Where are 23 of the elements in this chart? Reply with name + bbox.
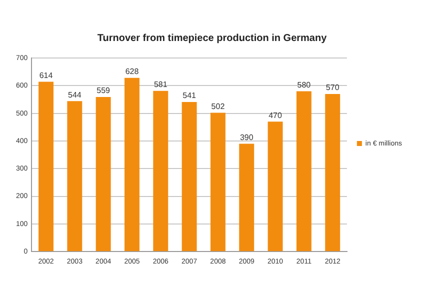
data-label: 580: [297, 80, 312, 90]
data-label: 541: [182, 91, 197, 100]
bar: [296, 91, 312, 252]
data-label: 559: [96, 86, 111, 96]
data-label: 544: [68, 90, 82, 100]
data-label: 470: [268, 110, 282, 120]
data-label: 581: [154, 80, 168, 90]
bar: [67, 101, 82, 252]
bar: [38, 82, 54, 252]
bar: [210, 112, 226, 252]
bar: [96, 96, 111, 252]
data-label: 390: [240, 132, 254, 142]
chart-title: Turnover from timepiece production in Germany: [97, 32, 328, 44]
data-label: 502: [211, 102, 226, 111]
data-label: 614: [39, 70, 54, 80]
bar: [124, 78, 140, 252]
bar: [182, 102, 197, 252]
data-label: 570: [326, 83, 340, 92]
bar: [325, 94, 340, 252]
bar: [153, 90, 168, 252]
data-label: 628: [125, 67, 140, 76]
bar: [268, 122, 283, 252]
bar: [239, 144, 254, 252]
